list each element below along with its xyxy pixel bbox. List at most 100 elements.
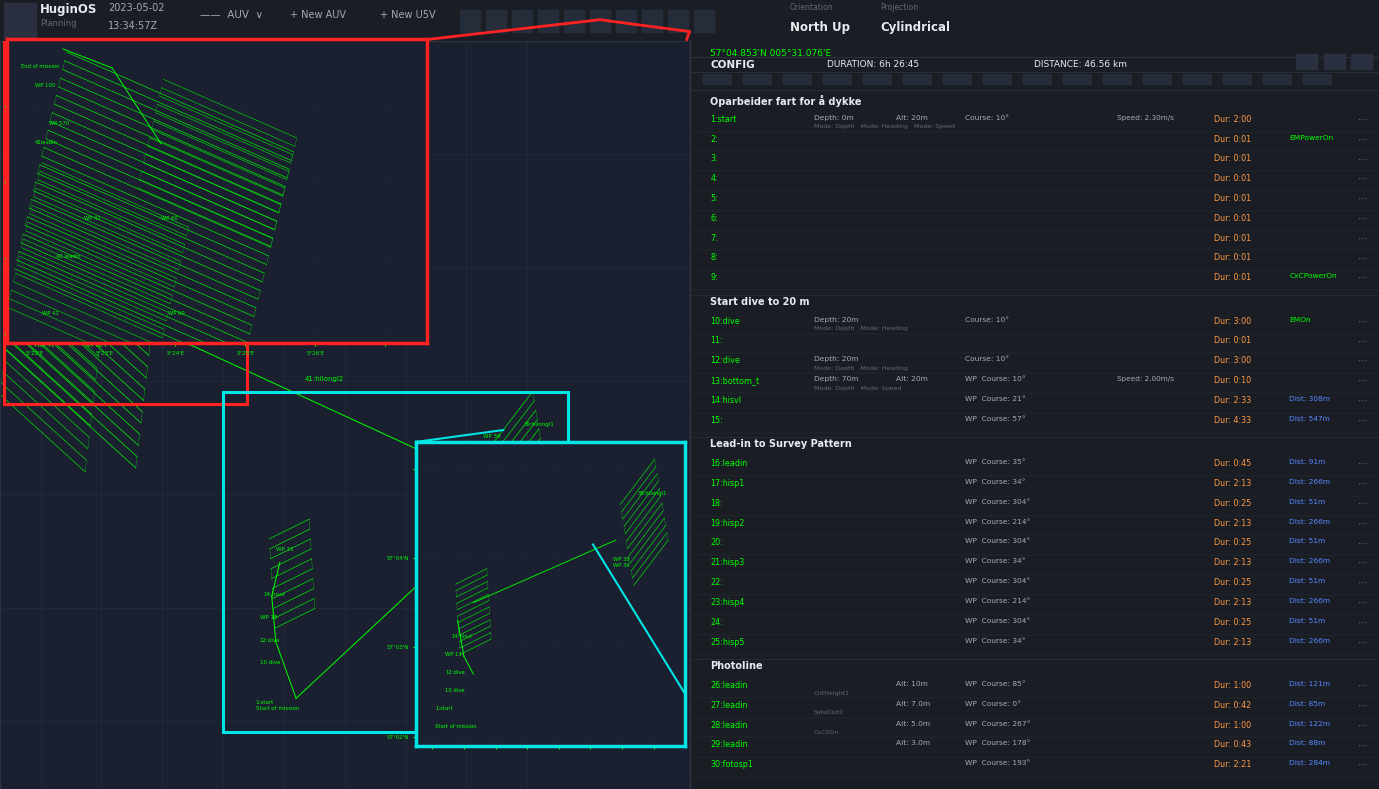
Bar [823, 74, 851, 84]
Text: Dist: 284m: Dist: 284m [1289, 761, 1331, 766]
Text: ⋯: ⋯ [1358, 114, 1368, 125]
Text: Dist: 51m: Dist: 51m [1289, 499, 1325, 505]
Text: WP 38
WP 39: WP 38 WP 39 [612, 557, 629, 568]
Text: 17:hisp1: 17:hisp1 [710, 479, 745, 488]
Bar [743, 74, 771, 84]
Bar [903, 74, 931, 84]
Text: Dur: 2:13: Dur: 2:13 [1214, 518, 1251, 528]
Bar [1143, 74, 1171, 84]
Text: Mode: Depth   Mode: Heading: Mode: Depth Mode: Heading [814, 366, 907, 371]
Text: WP  Course: 304°: WP Course: 304° [965, 578, 1030, 584]
Bar [223, 392, 568, 732]
Text: ⋯: ⋯ [1358, 618, 1368, 628]
Text: WP 15: WP 15 [276, 547, 294, 552]
Text: 18:: 18: [710, 499, 723, 508]
Bar [983, 74, 1011, 84]
Text: WP  Course: 85°: WP Course: 85° [965, 681, 1026, 687]
Text: WP 13: WP 13 [445, 653, 462, 657]
Text: Dur: 2:13: Dur: 2:13 [1214, 559, 1251, 567]
Text: WP  Course: 304°: WP Course: 304° [965, 499, 1030, 505]
Text: Photoline: Photoline [710, 661, 763, 671]
Text: ⋯: ⋯ [1358, 253, 1368, 264]
Text: Dist: 266m: Dist: 266m [1289, 598, 1331, 604]
Bar [564, 10, 583, 32]
Text: HuginOS: HuginOS [40, 3, 98, 16]
Text: ⋯: ⋯ [1358, 273, 1368, 283]
Text: 13:bottom_t: 13:bottom_t [710, 376, 760, 385]
Text: Alt: 7.0m: Alt: 7.0m [896, 701, 931, 707]
Text: Dist: 122m: Dist: 122m [1289, 720, 1331, 727]
Text: WP 100: WP 100 [34, 83, 55, 88]
Text: Dur: 2:13: Dur: 2:13 [1214, 598, 1251, 607]
Text: WP  Course: 267°: WP Course: 267° [965, 720, 1030, 727]
Text: Dist: 51m: Dist: 51m [1289, 578, 1325, 584]
Text: WP  Course: 34°: WP Course: 34° [965, 638, 1026, 644]
Text: Orientation: Orientation [790, 3, 834, 12]
Text: WP 60: WP 60 [85, 343, 102, 348]
Text: ⋯: ⋯ [1358, 518, 1368, 529]
Text: Mode: Depth   Mode: Speed: Mode: Depth Mode: Speed [814, 386, 900, 391]
Text: Dist: 91m: Dist: 91m [1289, 459, 1325, 466]
Text: Dist: 266m: Dist: 266m [1289, 479, 1331, 485]
Text: 1:start: 1:start [436, 706, 454, 711]
Text: 42leadin: 42leadin [34, 140, 58, 145]
Bar [1223, 74, 1251, 84]
Text: Planning: Planning [40, 19, 76, 28]
Text: WP  Course: 178°: WP Course: 178° [965, 740, 1030, 746]
Bar [1183, 74, 1211, 84]
Text: 10 dive: 10 dive [259, 660, 280, 665]
Text: 3:: 3: [710, 155, 718, 163]
Text: SafeDist2: SafeDist2 [814, 710, 844, 716]
Text: CxCSOn: CxCSOn [814, 731, 838, 735]
Text: 57°04.853'N 005°31.076'E: 57°04.853'N 005°31.076'E [710, 48, 832, 58]
Text: Depth: 0m: Depth: 0m [814, 114, 854, 121]
Text: 15:: 15: [710, 416, 723, 424]
Text: WP 41: WP 41 [84, 216, 101, 221]
Text: Dur: 2:21: Dur: 2:21 [1214, 761, 1251, 769]
Text: Dist: 51m: Dist: 51m [1289, 538, 1325, 544]
Bar [4, 41, 247, 404]
Text: Course: 10°: Course: 10° [965, 357, 1009, 362]
Text: Projection: Projection [880, 3, 918, 12]
Text: WP  Course: 21°: WP Course: 21° [965, 396, 1026, 402]
Text: Dur: 0:01: Dur: 0:01 [1214, 155, 1251, 163]
Text: End of mission: End of mission [12, 71, 52, 76]
Bar [4, 3, 36, 38]
Text: Dur: 0:01: Dur: 0:01 [1214, 273, 1251, 282]
Text: 27:leadin: 27:leadin [710, 701, 747, 710]
Text: WP 60: WP 60 [168, 311, 185, 316]
Text: CONFIG: CONFIG [710, 60, 754, 69]
Text: 9:: 9: [710, 273, 718, 282]
Bar [1103, 74, 1131, 84]
Text: 21:hisp3: 21:hisp3 [710, 559, 745, 567]
Text: ⋯: ⋯ [1358, 134, 1368, 144]
Text: ⋯: ⋯ [1358, 316, 1368, 327]
Text: 22:: 22: [710, 578, 723, 587]
Text: Dur: 4:33: Dur: 4:33 [1214, 416, 1251, 424]
Text: 5:: 5: [710, 194, 718, 203]
Text: Dur: 3:00: Dur: 3:00 [1214, 316, 1251, 326]
Text: 12:dive: 12:dive [259, 638, 280, 643]
Text: 2023-05-02: 2023-05-02 [108, 3, 164, 13]
Text: ⋯: ⋯ [1358, 174, 1368, 184]
Text: 29:leadin: 29:leadin [710, 740, 747, 750]
Bar [863, 74, 891, 84]
Text: Dur: 1:00: Dur: 1:00 [1214, 681, 1251, 690]
Text: ⋯: ⋯ [1358, 479, 1368, 489]
Text: ⋯: ⋯ [1358, 336, 1368, 346]
Text: Dur: 2:13: Dur: 2:13 [1214, 638, 1251, 646]
Text: 38:hilongl1: 38:hilongl1 [638, 492, 667, 496]
Bar [667, 10, 688, 32]
Text: Dur: 0:45: Dur: 0:45 [1214, 459, 1251, 468]
Text: Mode: Depth   Mode: Heading   Mode: Speed: Mode: Depth Mode: Heading Mode: Speed [814, 125, 954, 129]
Text: Dur: 0:01: Dur: 0:01 [1214, 174, 1251, 183]
Text: Dist: 85m: Dist: 85m [1289, 701, 1325, 707]
Text: 41:hilongl2: 41:hilongl2 [305, 376, 343, 382]
Text: WP  Course: 10°: WP Course: 10° [965, 376, 1026, 382]
Text: Speed: 2.00m/s: Speed: 2.00m/s [1117, 376, 1174, 382]
Bar [590, 10, 610, 32]
Text: 39:hilongl1: 39:hilongl1 [523, 422, 554, 428]
Text: ⋯: ⋯ [1358, 638, 1368, 648]
Bar [1023, 74, 1051, 84]
Text: Start of mission: Start of mission [436, 724, 477, 729]
